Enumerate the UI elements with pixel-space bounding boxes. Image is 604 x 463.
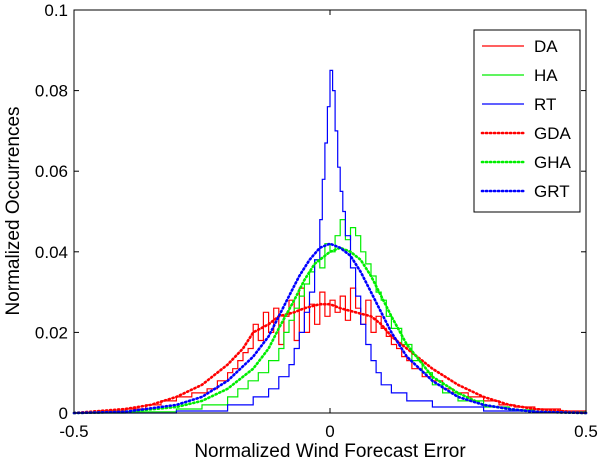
- legend-label: RT: [534, 95, 556, 114]
- y-tick-label: 0.06: [35, 162, 68, 181]
- plot-frame: [73, 9, 587, 414]
- series-line-grt: [72, 242, 588, 415]
- y-tick-label: 0.1: [44, 1, 68, 20]
- x-tick-label: 0: [325, 422, 334, 441]
- legend-label: HA: [534, 66, 558, 85]
- legend-label: GHA: [534, 153, 572, 172]
- y-axis-title: Normalized Occurrences: [3, 106, 24, 315]
- legend-label: GDA: [534, 124, 572, 143]
- legend: DA HA RT GDA GHA GRT: [473, 29, 581, 213]
- y-tick-label: 0: [59, 404, 68, 423]
- series-line-gda: [72, 302, 588, 415]
- x-axis-title: Normalized Wind Forecast Error: [194, 441, 466, 462]
- y-tick-label: 0.08: [35, 82, 68, 101]
- legend-label: DA: [534, 37, 558, 56]
- legend-label: GRT: [534, 182, 570, 201]
- x-tick-label: 0.5: [574, 422, 598, 441]
- axes-layer: -0.5 0 0.500.020.040.060.080.1: [35, 1, 598, 441]
- series-line-rt: [74, 69, 587, 414]
- y-tick-label: 0.02: [35, 323, 68, 342]
- x-tick-label: -0.5: [59, 422, 88, 441]
- series-layer: [72, 69, 588, 415]
- series-line-ha: [74, 219, 587, 414]
- y-tick-label: 0.04: [35, 243, 68, 262]
- legend-box: [473, 29, 581, 213]
